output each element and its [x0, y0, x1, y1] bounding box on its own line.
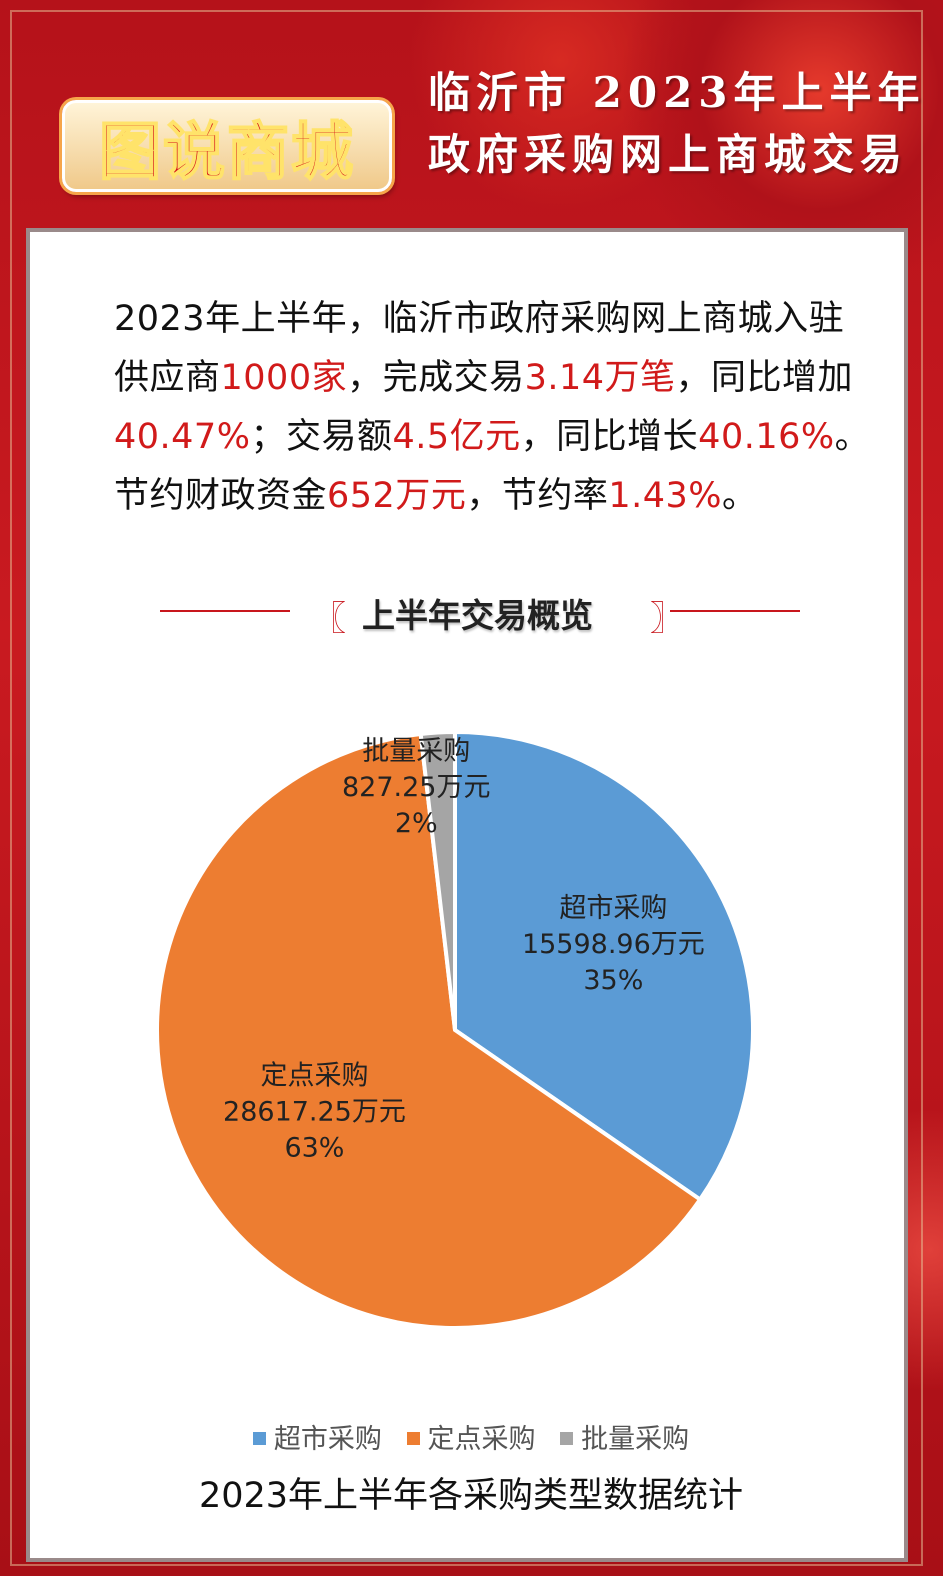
- intro-paragraph: 2023年上半年，临沂市政府采购网上商城入驻供应商1000家，完成交易3.14万…: [114, 290, 874, 526]
- legend-swatch: [252, 1432, 266, 1445]
- divider-right: [670, 610, 800, 612]
- supplier-count: 1000家: [220, 358, 348, 398]
- pie-slice: [453, 729, 755, 1203]
- divider-left: [160, 610, 290, 612]
- intro-text: 。节约财政资金: [114, 417, 871, 516]
- pie-chart: 超市采购 15598.96万元 35% 定点采购 28617.25万元 63% 批量采购 82…: [155, 729, 755, 1330]
- slice-name-label: 定点采购: [260, 1060, 368, 1091]
- savings-amount: 652万元: [327, 476, 467, 516]
- intro-text: ，节约率: [466, 476, 609, 516]
- savings-rate: 1.43%: [608, 476, 723, 516]
- intro-text: ，完成交易: [347, 358, 525, 398]
- header-line-1: 临沂市 2023年上半年: [428, 68, 926, 117]
- content-card: 2023年上半年，临沂市政府采购网上商城入驻供应商1000家，完成交易3.14万…: [26, 228, 908, 1562]
- slice-value-label: 15598.96万元: [522, 929, 705, 960]
- chart-legend: 超市采购 定点采购 批量采购: [30, 1417, 912, 1456]
- transaction-amount: 4.5亿元: [392, 417, 521, 457]
- bracket-left: 〖: [312, 599, 346, 639]
- section-title: 上半年交易概览: [362, 596, 593, 635]
- legend-item: 超市采购: [252, 1417, 382, 1456]
- legend-swatch: [406, 1432, 420, 1445]
- slice-name-label: 批量采购: [362, 736, 470, 767]
- legend-item: 批量采购: [560, 1417, 689, 1456]
- intro-text: ，同比增加: [675, 358, 854, 398]
- legend-swatch: [560, 1432, 574, 1445]
- decorative-frame: [10, 10, 923, 1566]
- header-line-2: 政府采购网上商城交易: [428, 130, 909, 179]
- intro-text: ；交易额: [250, 417, 393, 457]
- bracket-right: 〗: [650, 599, 684, 639]
- slice-value-label: 827.25万元: [342, 772, 490, 803]
- section-heading: 〖 上半年交易概览 〗: [160, 587, 800, 639]
- amount-growth: 40.16%: [698, 417, 835, 457]
- chart-title: 2023年上半年各采购类型数据统计: [198, 1476, 744, 1516]
- legend-label: 批量采购: [581, 1424, 690, 1455]
- legend-item: 定点采购: [406, 1417, 536, 1456]
- header-title: 临沂市 2023年上半年 政府采购网上商城交易: [428, 62, 926, 186]
- slice-percent-label: 63%: [284, 1132, 344, 1163]
- intro-text: 2023年上半年，临沂市政府采购网上商城入驻供应商: [114, 299, 845, 398]
- intro-text: ，同比增长: [520, 417, 699, 457]
- count-growth: 40.47%: [114, 417, 251, 457]
- slice-value-label: 28617.25万元: [223, 1096, 406, 1127]
- slice-percent-label: 35%: [583, 965, 643, 996]
- slice-percent-label: 2%: [395, 808, 438, 839]
- pie-slice: [155, 731, 703, 1330]
- badge-label: 图说商城: [98, 114, 355, 189]
- pie-slice: [418, 729, 457, 1031]
- legend-label: 超市采购: [273, 1424, 382, 1455]
- slice-name-label: 超市采购: [559, 893, 667, 924]
- column-badge: 图说商城: [62, 100, 392, 192]
- legend-label: 定点采购: [427, 1424, 536, 1455]
- transaction-count: 3.14万笔: [524, 358, 676, 398]
- intro-text: 。: [722, 476, 758, 516]
